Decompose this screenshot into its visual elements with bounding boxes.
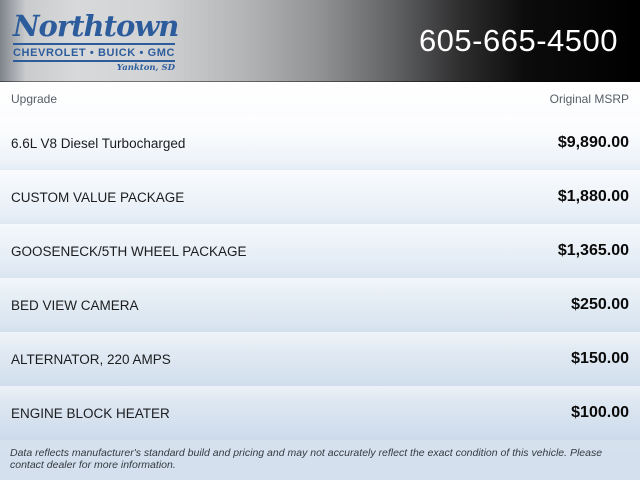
msrp-price: $150.00 — [571, 350, 629, 367]
upgrade-label: 6.6L V8 Diesel Turbocharged — [11, 135, 186, 151]
msrp-price: $100.00 — [571, 404, 629, 421]
upgrades-table: Upgrade Original MSRP 6.6L V8 Diesel Tur… — [0, 82, 640, 480]
dealer-logo-brands: CHEVROLET • BUICK • GMC — [13, 45, 175, 62]
table-row: GOOSENECK/5TH WHEEL PACKAGE $1,365.00 — [0, 224, 640, 278]
dealer-phone-number: 605-665-4500 — [418, 22, 618, 58]
msrp-price: $1,365.00 — [557, 242, 629, 259]
table-rows: 6.6L V8 Diesel Turbocharged $9,890.00 CU… — [0, 116, 640, 440]
upgrade-label: GOOSENECK/5TH WHEEL PACKAGE — [11, 243, 247, 259]
msrp-price: $250.00 — [571, 296, 629, 313]
table-row: 6.6L V8 Diesel Turbocharged $9,890.00 — [0, 116, 640, 170]
upgrade-label: ALTERNATOR, 220 AMPS — [11, 351, 171, 367]
table-column-headers: Upgrade Original MSRP — [0, 82, 640, 116]
table-row: CUSTOM VALUE PACKAGE $1,880.00 — [0, 170, 640, 224]
upgrade-label: BED VIEW CAMERA — [11, 297, 139, 313]
table-row: ALTERNATOR, 220 AMPS $150.00 — [0, 332, 640, 386]
table-row: BED VIEW CAMERA $250.00 — [0, 278, 640, 332]
dealer-logo: Northtown CHEVROLET • BUICK • GMC Yankto… — [13, 9, 179, 73]
dealer-logo-name: Northtown — [13, 9, 179, 45]
column-header-msrp: Original MSRP — [549, 92, 629, 106]
dealer-logo-location: Yankton, SD — [116, 63, 175, 73]
header-bar: Northtown CHEVROLET • BUICK • GMC Yankto… — [0, 0, 640, 82]
upgrade-label: CUSTOM VALUE PACKAGE — [11, 189, 185, 205]
table-row: ENGINE BLOCK HEATER $100.00 — [0, 386, 640, 440]
msrp-price: $1,880.00 — [557, 188, 629, 205]
column-header-upgrade: Upgrade — [11, 92, 58, 106]
upgrade-label: ENGINE BLOCK HEATER — [11, 405, 170, 421]
disclaimer-text: Data reflects manufacturer's standard bu… — [10, 447, 603, 471]
msrp-price: $9,890.00 — [557, 134, 629, 151]
